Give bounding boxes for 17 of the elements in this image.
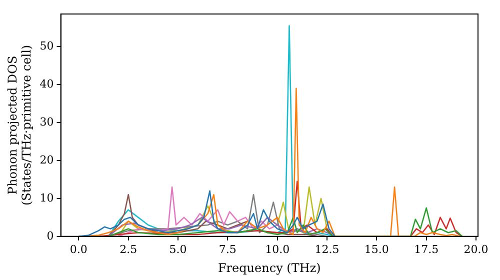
x-tick-label: 5.0 xyxy=(169,242,187,256)
x-axis-title: Frequency (THz) xyxy=(218,260,321,275)
x-tick-label: 2.5 xyxy=(120,242,138,256)
y-axis-title: Phonon projected DOS (States/THz·primitive cell) xyxy=(5,44,34,206)
x-tick-label: 7.5 xyxy=(218,242,236,256)
y-tick-label: 30 xyxy=(40,115,54,128)
x-tick-label: 0.0 xyxy=(70,242,88,256)
y-tick-label: 0 xyxy=(46,229,54,242)
y-tick-label: 40 xyxy=(40,77,54,90)
x-tick-label: 20.0 xyxy=(464,242,488,256)
y-tick-label: 10 xyxy=(40,191,54,204)
y-tick-label: 50 xyxy=(40,40,54,52)
x-tick-label: 10.0 xyxy=(265,242,290,256)
x-tick-label: 15.0 xyxy=(364,242,389,256)
x-tick-label: 12.5 xyxy=(314,242,340,256)
y-tick-label: 20 xyxy=(40,153,54,166)
x-tick-label: 17.5 xyxy=(414,242,439,256)
